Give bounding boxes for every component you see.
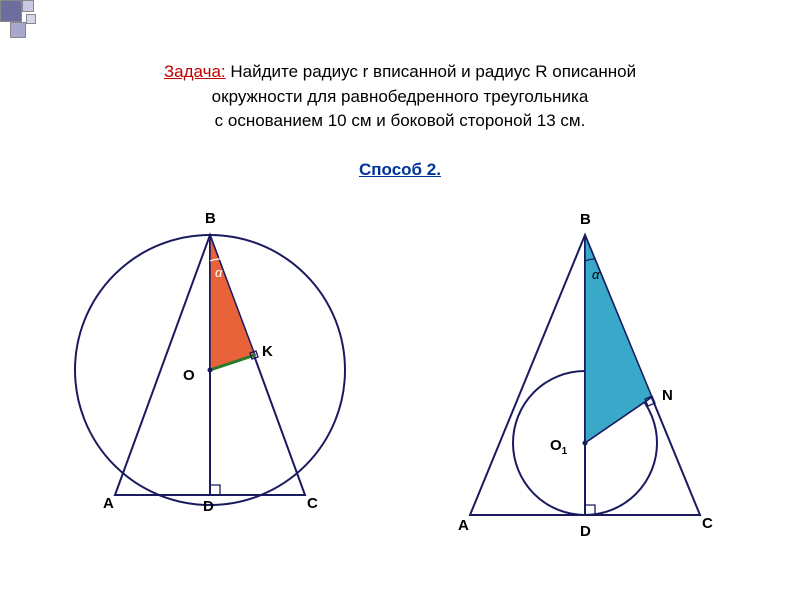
diagrams-container: α B A D C O K α [0, 195, 800, 575]
label-D: D [203, 498, 214, 515]
problem-line1: Найдите радиус r вписанной и радиус R оп… [226, 62, 636, 81]
label-O1: O1 [550, 437, 567, 457]
inscribed-diagram: α B A D C O1 N [430, 205, 780, 565]
label-C-r: C [702, 515, 713, 532]
svg-text:α: α [215, 265, 223, 280]
label-O: O [183, 367, 195, 384]
svg-text:α: α [592, 267, 600, 282]
label-N: N [662, 387, 673, 404]
label-A: A [103, 495, 114, 512]
problem-line2: окружности для равнобедренного треугольн… [212, 87, 589, 106]
inscribed-svg: α [430, 205, 780, 565]
label-B: B [205, 210, 216, 227]
problem-statement: Задача: Найдите радиус r вписанной и рад… [0, 60, 800, 134]
label-B-r: B [580, 211, 591, 228]
label-A-r: A [458, 517, 469, 534]
problem-line3: с основанием 10 см и боковой стороной 13… [215, 111, 586, 130]
label-C: C [307, 495, 318, 512]
task-label: Задача: [164, 62, 226, 81]
circumscribed-diagram: α B A D C O K [55, 195, 405, 555]
method-label: Способ 2. [0, 160, 800, 180]
corner-decoration [0, 0, 60, 40]
label-K: K [262, 343, 273, 360]
label-D-r: D [580, 523, 591, 540]
